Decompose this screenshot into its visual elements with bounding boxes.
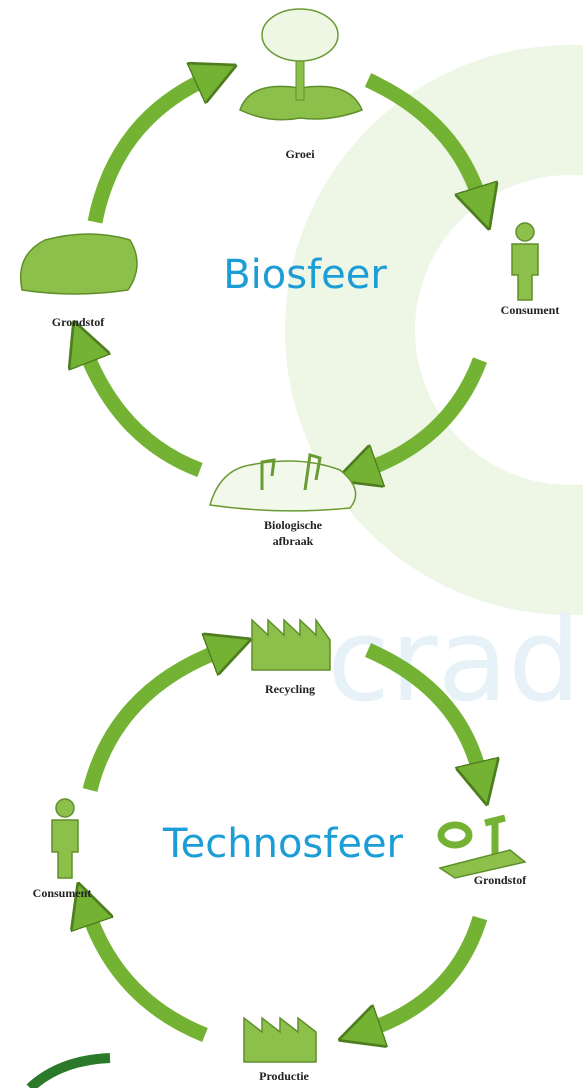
node-label: Groei [285, 147, 315, 161]
tree-icon [240, 9, 362, 120]
factory-icon [244, 1018, 316, 1062]
node-label: Grondstof [474, 873, 527, 887]
node-label: Productie [259, 1069, 309, 1083]
tools-icon [440, 818, 525, 878]
node-label: Consument [33, 886, 92, 900]
factory-icon [252, 620, 330, 670]
person-icon [512, 223, 538, 300]
node-label: Recycling [265, 682, 315, 696]
node-label: Biologische [264, 518, 323, 532]
node-label: Consument [501, 303, 560, 317]
node-label: Grondstof [52, 315, 105, 329]
diagram: cradl Biosfeer Groei Consument Biologisc… [0, 0, 583, 1088]
cycle-title: Technosfeer [162, 821, 404, 867]
person-icon [52, 799, 78, 878]
soil-icon [21, 234, 137, 294]
cycle-title: Biosfeer [223, 252, 387, 298]
corner-swoosh [30, 1058, 110, 1088]
node-label: afbraak [273, 534, 314, 548]
